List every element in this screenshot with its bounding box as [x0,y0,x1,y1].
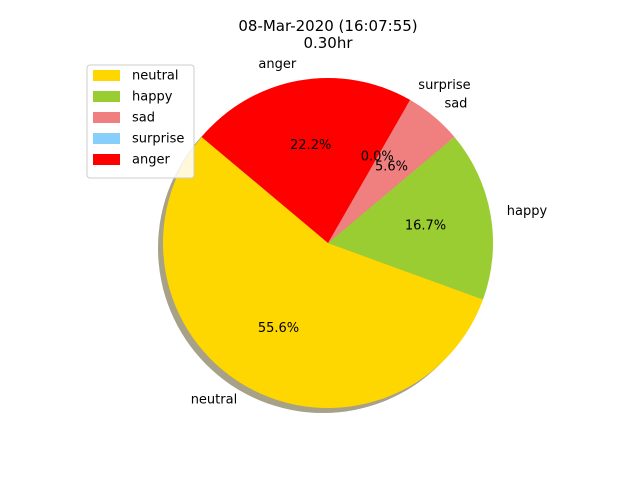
pct-label-surprise: 0.0% [361,150,394,165]
slice-label-sad: sad [444,96,467,111]
pct-label-anger: 22.2% [290,138,331,153]
pie-labels: 55.6% neutral 16.7% happy 5.6% sad 0.0% surpris… [191,57,548,408]
legend-swatch-anger [93,154,120,165]
legend: neutral happy sad surprise anger [86,64,195,179]
pct-label-neutral: 55.6% [258,321,299,336]
pie-slice-happy [328,136,493,300]
legend-swatch-happy [93,91,120,102]
pie-slice-neutral [163,136,484,408]
chart-title: 08-Mar-2020 (16:07:55) [238,17,417,35]
chart-subtitle: 0.30hr [303,34,353,52]
legend-label-anger: anger [132,153,170,168]
legend-swatch-surprise [93,133,120,144]
legend-label-surprise: surprise [132,132,184,147]
legend-label-sad: sad [132,111,155,126]
slice-label-surprise: surprise [418,78,470,93]
pct-label-happy: 16.7% [405,218,446,233]
pie-slice-anger [201,78,411,243]
slice-label-anger: anger [258,57,296,72]
legend-label-happy: happy [132,90,173,105]
legend-label-neutral: neutral [132,69,179,84]
legend-swatch-neutral [93,70,120,81]
pie-slice-sad [328,99,455,243]
slice-label-neutral: neutral [191,393,238,408]
slice-label-happy: happy [507,204,548,219]
legend-swatch-sad [93,112,120,123]
pct-label-sad: 5.6% [375,160,408,175]
pie-slices [163,78,493,408]
